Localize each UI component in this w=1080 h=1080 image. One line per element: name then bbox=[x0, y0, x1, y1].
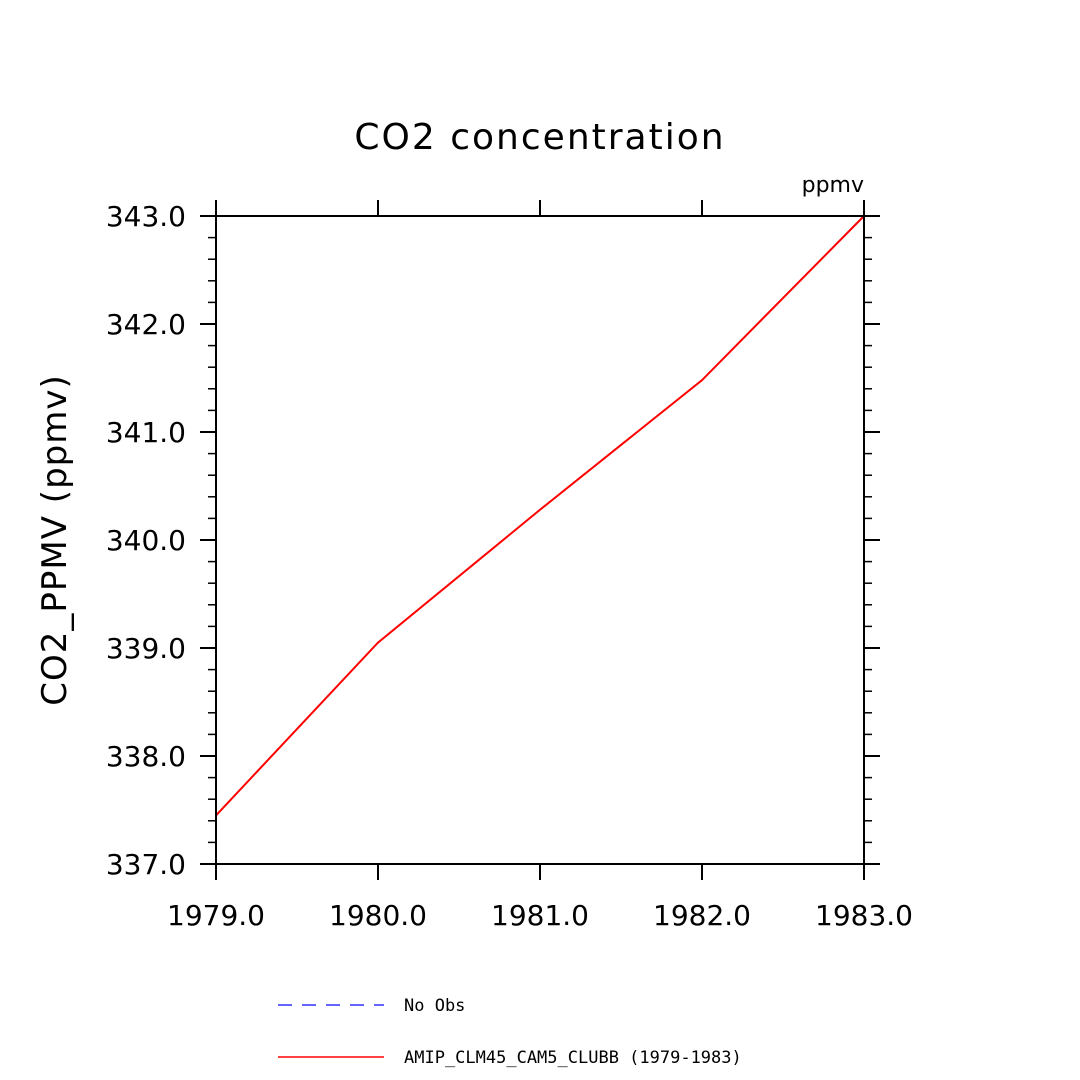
y-axis-label: CO2_PPMV (ppmv) bbox=[35, 374, 75, 705]
y-tick-label: 341.0 bbox=[106, 416, 186, 449]
legend-label-1: AMIP_CLM45_CAM5_CLUBB (1979-1983) bbox=[404, 1048, 742, 1068]
y-tick-label: 338.0 bbox=[106, 740, 186, 773]
series-line-1 bbox=[215, 215, 865, 817]
y-tick-label: 339.0 bbox=[106, 632, 186, 665]
x-tick-label: 1982.0 bbox=[653, 899, 751, 932]
units-label: ppmv bbox=[802, 173, 864, 198]
x-tick-label: 1979.0 bbox=[167, 899, 265, 932]
axis-ticks: 1979.0 1980.0 1981.0 1982.0 1983.0 337.0 338.0… bbox=[106, 200, 913, 932]
x-tick-label: 1980.0 bbox=[329, 899, 427, 932]
y-tick-label: 340.0 bbox=[106, 524, 186, 557]
plot-frame bbox=[215, 215, 865, 865]
y-tick-label: 337.0 bbox=[106, 848, 186, 881]
x-tick-label: 1983.0 bbox=[815, 899, 913, 932]
y-tick-label: 342.0 bbox=[106, 308, 186, 341]
chart-title: CO2 concentration bbox=[354, 117, 725, 158]
legend: No Obs AMIP_CLM45_CAM5_CLUBB (1979-1983) bbox=[278, 996, 742, 1068]
plot-series bbox=[215, 215, 865, 817]
legend-label-0: No Obs bbox=[404, 996, 465, 1016]
x-tick-label: 1981.0 bbox=[491, 899, 589, 932]
y-tick-label: 343.0 bbox=[106, 200, 186, 233]
